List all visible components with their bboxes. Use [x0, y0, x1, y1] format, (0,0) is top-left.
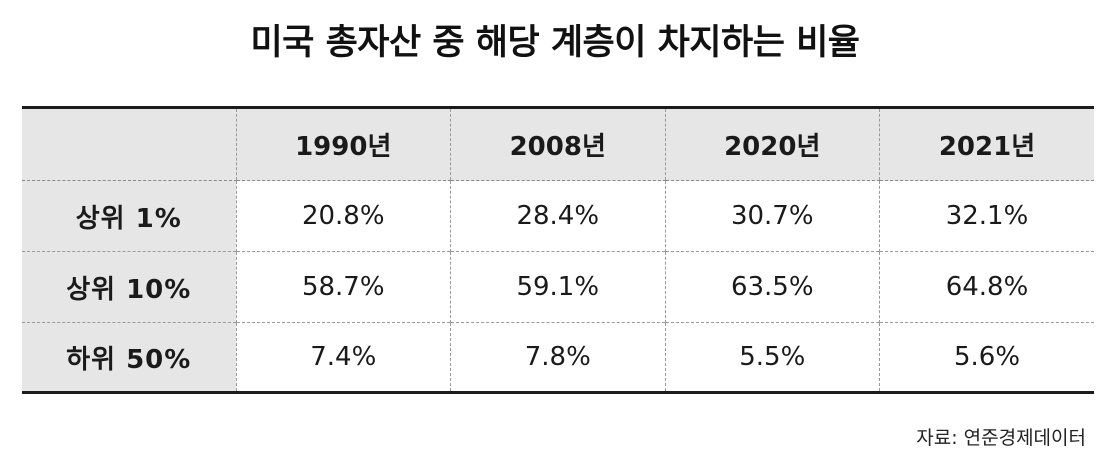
table-cell: 5.5%	[664, 322, 880, 393]
table-cell: 58.7%	[235, 251, 451, 323]
table-row: 상위 10% 58.7% 59.1% 63.5% 64.8%	[22, 251, 1094, 323]
row-header: 상위 10%	[22, 251, 236, 323]
row-header: 상위 1%	[22, 180, 236, 252]
table-cell: 30.7%	[664, 180, 880, 252]
table-cell: 5.6%	[879, 322, 1094, 393]
data-table: 1990년 2008년 2020년 2021년 상위 1% 20.8% 28.4…	[22, 106, 1094, 394]
column-header: 2008년	[450, 107, 665, 181]
table-cell: 59.1%	[450, 251, 665, 323]
table-cell: 20.8%	[235, 180, 451, 252]
table-cell: 7.8%	[450, 322, 665, 393]
table-cell: 63.5%	[664, 251, 880, 323]
table-row: 하위 50% 7.4% 7.8% 5.5% 5.6%	[22, 322, 1094, 393]
corner-cell	[22, 107, 236, 181]
table-cell: 64.8%	[879, 251, 1094, 323]
column-header: 1990년	[235, 107, 451, 181]
chart-title: 미국 총자산 중 해당 계층이 차지하는 비율	[250, 23, 860, 63]
row-header: 하위 50%	[22, 322, 236, 393]
table-cell: 7.4%	[235, 322, 451, 393]
table-cell: 32.1%	[879, 180, 1094, 252]
column-header: 2020년	[664, 107, 880, 181]
source-note: 자료: 연준경제데이터	[916, 427, 1086, 449]
table-row: 상위 1% 20.8% 28.4% 30.7% 32.1%	[22, 180, 1094, 252]
table-cell: 28.4%	[450, 180, 665, 252]
header-row: 1990년 2008년 2020년 2021년	[22, 107, 1094, 181]
column-header: 2021년	[879, 107, 1094, 181]
